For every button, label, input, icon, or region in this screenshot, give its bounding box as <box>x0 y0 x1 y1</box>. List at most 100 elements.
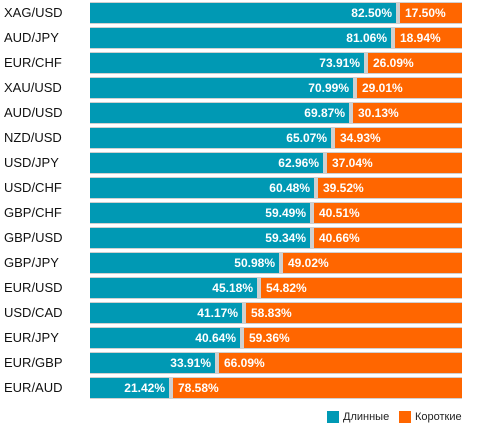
short-bar <box>314 203 462 223</box>
short-bar <box>357 78 462 98</box>
short-bar <box>261 278 462 298</box>
bar-track: 82.50% 17.50% <box>90 2 462 24</box>
long-value-label: 62.96% <box>278 156 319 170</box>
long-bar <box>90 128 331 148</box>
long-value-label: 59.34% <box>265 231 306 245</box>
bar-row: XAG/USD 82.50% 17.50% <box>0 2 477 24</box>
short-bar <box>327 153 462 173</box>
short-value-label: 26.09% <box>373 56 414 70</box>
bar-track: 60.48% 39.52% <box>90 177 462 199</box>
bar-row: USD/JPY 62.96% 37.04% <box>0 152 477 174</box>
bar-track: 59.49% 40.51% <box>90 202 462 224</box>
long-value-label: 59.49% <box>265 206 306 220</box>
category-label: EUR/AUD <box>4 380 63 395</box>
short-bar <box>219 353 462 373</box>
legend-swatch-short <box>399 411 411 423</box>
short-value-label: 30.13% <box>358 106 399 120</box>
long-bar <box>90 353 215 373</box>
short-value-label: 37.04% <box>332 156 373 170</box>
short-value-label: 58.83% <box>251 306 292 320</box>
category-label: GBP/JPY <box>4 255 59 270</box>
long-value-label: 69.87% <box>304 106 345 120</box>
long-value-label: 40.64% <box>195 331 236 345</box>
bar-track: 70.99% 29.01% <box>90 77 462 99</box>
category-label: AUD/JPY <box>4 30 59 45</box>
bar-track: 73.91% 26.09% <box>90 52 462 74</box>
category-label: GBP/USD <box>4 230 63 245</box>
bar-track: 21.42% 78.58% <box>90 377 462 399</box>
long-bar <box>90 103 349 123</box>
short-value-label: 34.93% <box>340 131 381 145</box>
long-value-label: 81.06% <box>346 31 387 45</box>
bar-row: USD/CHF 60.48% 39.52% <box>0 177 477 199</box>
long-bar <box>90 303 242 323</box>
bar-row: EUR/CHF 73.91% 26.09% <box>0 52 477 74</box>
category-label: EUR/GBP <box>4 355 63 370</box>
short-bar <box>283 253 462 273</box>
long-value-label: 82.50% <box>351 6 392 20</box>
bar-row: AUD/JPY 81.06% 18.94% <box>0 27 477 49</box>
category-label: GBP/CHF <box>4 205 62 220</box>
bar-row: EUR/USD 45.18% 54.82% <box>0 277 477 299</box>
category-label: USD/JPY <box>4 155 59 170</box>
short-value-label: 59.36% <box>249 331 290 345</box>
bar-track: 45.18% 54.82% <box>90 277 462 299</box>
bar-track: 81.06% 18.94% <box>90 27 462 49</box>
long-bar <box>90 203 310 223</box>
short-value-label: 40.51% <box>319 206 360 220</box>
bar-track: 41.17% 58.83% <box>90 302 462 324</box>
long-value-label: 73.91% <box>319 56 360 70</box>
category-label: EUR/CHF <box>4 55 62 70</box>
short-bar <box>353 103 462 123</box>
long-value-label: 33.91% <box>170 356 211 370</box>
bar-track: 40.64% 59.36% <box>90 327 462 349</box>
bar-row: AUD/USD 69.87% 30.13% <box>0 102 477 124</box>
short-value-label: 49.02% <box>288 256 329 270</box>
bar-row: USD/CAD 41.17% 58.83% <box>0 302 477 324</box>
legend-label-long: Длинные <box>343 411 390 423</box>
bar-row: GBP/CHF 59.49% 40.51% <box>0 202 477 224</box>
bar-row: GBP/USD 59.34% 40.66% <box>0 227 477 249</box>
bar-track: 65.07% 34.93% <box>90 127 462 149</box>
short-value-label: 29.01% <box>362 81 403 95</box>
long-bar <box>90 153 323 173</box>
short-value-label: 17.50% <box>405 6 446 20</box>
short-value-label: 66.09% <box>224 356 265 370</box>
legend: Длинные Короткие <box>0 409 477 425</box>
short-value-label: 40.66% <box>319 231 360 245</box>
short-value-label: 78.58% <box>178 381 219 395</box>
short-bar <box>246 303 462 323</box>
long-bar <box>90 178 314 198</box>
short-value-label: 54.82% <box>266 281 307 295</box>
bar-track: 50.98% 49.02% <box>90 252 462 274</box>
category-label: XAU/USD <box>4 80 62 95</box>
short-bar <box>244 328 462 348</box>
bar-track: 33.91% 66.09% <box>90 352 462 374</box>
long-value-label: 45.18% <box>212 281 253 295</box>
category-label: NZD/USD <box>4 130 62 145</box>
legend-label-short: Короткие <box>415 411 462 423</box>
category-label: EUR/USD <box>4 280 63 295</box>
long-value-label: 70.99% <box>308 81 349 95</box>
short-bar <box>314 228 462 248</box>
bar-row: EUR/AUD 21.42% 78.58% <box>0 377 477 399</box>
category-label: AUD/USD <box>4 105 63 120</box>
legend-swatch-long <box>327 411 339 423</box>
bar-track: 59.34% 40.66% <box>90 227 462 249</box>
long-value-label: 50.98% <box>234 256 275 270</box>
long-value-label: 21.42% <box>124 381 165 395</box>
long-bar <box>90 253 279 273</box>
short-bar <box>173 378 462 398</box>
bar-row: NZD/USD 65.07% 34.93% <box>0 127 477 149</box>
bar-row: GBP/JPY 50.98% 49.02% <box>0 252 477 274</box>
long-bar <box>90 228 310 248</box>
category-label: USD/CAD <box>4 305 63 320</box>
category-label: EUR/JPY <box>4 330 59 345</box>
short-bar <box>335 128 462 148</box>
bar-row: XAU/USD 70.99% 29.01% <box>0 77 477 99</box>
short-bar <box>368 53 462 73</box>
short-value-label: 39.52% <box>323 181 364 195</box>
short-bar <box>318 178 462 198</box>
short-bar <box>395 28 462 48</box>
